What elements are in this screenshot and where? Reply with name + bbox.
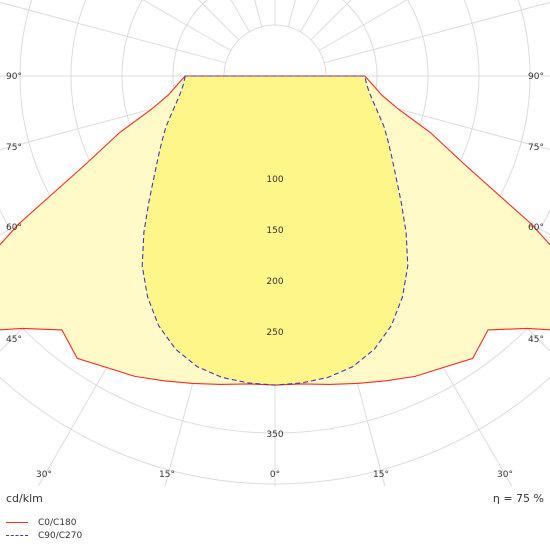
radial-tick-350: 350	[266, 430, 283, 440]
legend: C0/C180 C90/C270	[6, 516, 82, 542]
angle-label-bottom--30: 30°	[36, 470, 52, 480]
radial-tick-200: 200	[266, 277, 283, 287]
angle-label-bottom-15: 15°	[373, 470, 389, 480]
radial-tick-100: 100	[266, 175, 283, 185]
grid-spoke-255	[0, 1, 226, 64]
radial-tick-250: 250	[266, 328, 283, 338]
angle-label-left-45: 45°	[6, 335, 22, 345]
grid-spoke-105	[324, 1, 550, 64]
legend-swatch-c90-c270	[6, 535, 28, 536]
angle-label-left-90: 90°	[6, 72, 22, 82]
polar-diagram: 100 150 200 250 350 90° 90° 75° 75° 60° 60° 45° 45° 3…	[0, 0, 550, 486]
angle-label-right-45: 45°	[528, 335, 544, 345]
angle-label-right-60: 60°	[528, 223, 544, 233]
grid-spoke-120	[318, 0, 408, 51]
angle-label-bottom-0: 0°	[270, 470, 280, 480]
angle-label-bottom-30: 30°	[497, 470, 513, 480]
fill-c90-c270	[142, 76, 408, 386]
angle-label-left-60: 60°	[6, 223, 22, 233]
curve-c90-c270	[141, 75, 409, 386]
legend-item-c90-c270: C90/C270	[6, 529, 82, 542]
intensity-fills	[0, 76, 550, 386]
angle-label-left-75: 75°	[6, 143, 22, 153]
legend-label-c0-c180: C0/C180	[38, 517, 77, 528]
angle-label-right-90: 90°	[528, 72, 544, 82]
legend-item-c0-c180: C0/C180	[6, 516, 82, 529]
grid-spoke-240	[142, 0, 232, 51]
intensity-curves	[0, 75, 550, 386]
efficiency-label: η = 75 %	[492, 492, 544, 505]
radial-tick-150: 150	[266, 226, 283, 236]
legend-swatch-c0-c180	[6, 522, 28, 523]
angle-label-bottom--15: 15°	[159, 470, 175, 480]
axis-labels: 100 150 200 250 350 90° 90° 75° 75° 60° 60° 45° 45° 3…	[6, 72, 544, 480]
angle-label-right-75: 75°	[528, 143, 544, 153]
legend-label-c90-c270: C90/C270	[38, 530, 83, 541]
unit-label: cd/klm	[6, 492, 43, 505]
